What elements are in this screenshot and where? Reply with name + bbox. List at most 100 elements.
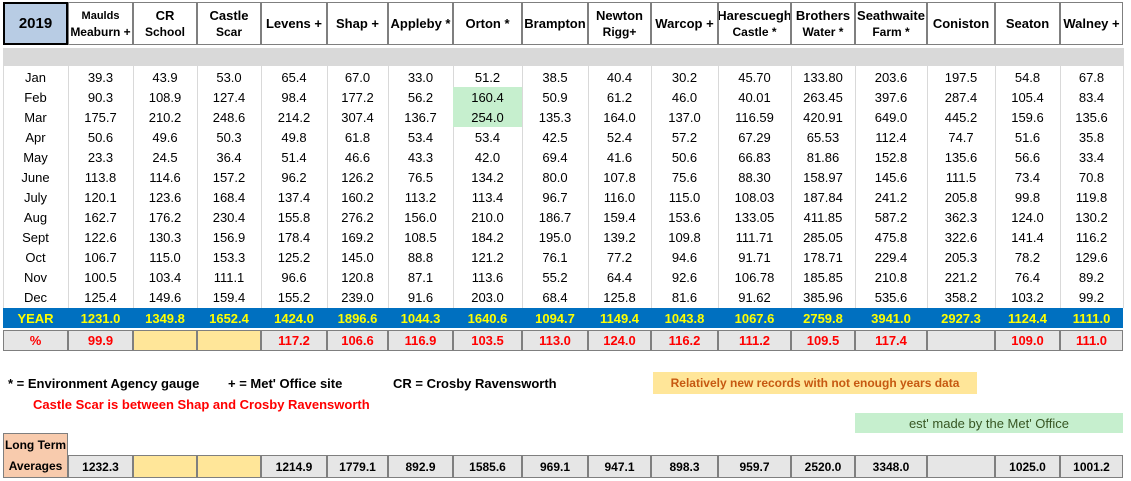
rainfall-cell[interactable]: 195.0 xyxy=(538,229,572,245)
rainfall-cell[interactable]: 94.6 xyxy=(671,249,698,265)
station-header-15[interactable]: Walney + xyxy=(1060,2,1123,45)
rainfall-cell[interactable]: 76.4 xyxy=(1014,269,1041,285)
rainfall-cell[interactable]: 67.8 xyxy=(1078,69,1105,85)
year-header-cell[interactable]: 2019 xyxy=(3,2,68,45)
rainfall-cell[interactable]: 178.71 xyxy=(803,249,843,265)
average-cell[interactable] xyxy=(197,455,261,478)
rainfall-cell[interactable]: 134.2 xyxy=(471,169,504,185)
rainfall-cell[interactable]: 141.4 xyxy=(1011,229,1044,245)
rainfall-cell[interactable]: 96.2 xyxy=(281,169,307,185)
average-cell[interactable] xyxy=(133,455,197,478)
average-cell[interactable]: 947.1 xyxy=(588,455,651,478)
rainfall-cell[interactable]: 136.7 xyxy=(404,109,437,125)
rainfall-cell[interactable]: 263.45 xyxy=(803,89,843,105)
rainfall-cell[interactable]: 53.4 xyxy=(474,129,501,145)
rainfall-cell[interactable]: 248.6 xyxy=(212,109,246,125)
rainfall-cell[interactable]: 130.3 xyxy=(148,229,182,245)
rainfall-cell[interactable]: 61.8 xyxy=(344,129,371,145)
rainfall-cell[interactable]: 91.6 xyxy=(407,289,434,305)
rainfall-cell[interactable]: 46.0 xyxy=(671,89,698,105)
percent-cell[interactable]: 117.4 xyxy=(855,330,927,351)
percent-cell[interactable]: 103.5 xyxy=(453,330,522,351)
rainfall-cell[interactable]: 109.8 xyxy=(668,229,701,245)
rainfall-cell[interactable]: 160.4 xyxy=(453,87,522,107)
rainfall-cell[interactable]: 43.9 xyxy=(152,69,178,85)
rainfall-cell[interactable]: 127.4 xyxy=(212,89,246,105)
rainfall-cell[interactable]: 122.6 xyxy=(84,229,117,245)
rainfall-cell[interactable]: 157.2 xyxy=(212,169,246,185)
rainfall-cell[interactable]: 126.2 xyxy=(341,169,374,185)
rainfall-cell[interactable]: 111.5 xyxy=(945,169,977,185)
rainfall-cell[interactable]: 89.2 xyxy=(1078,269,1105,285)
average-cell[interactable]: 1585.6 xyxy=(453,455,522,478)
rainfall-cell[interactable]: 88.30 xyxy=(738,169,771,185)
percent-cell[interactable]: 116.2 xyxy=(651,330,718,351)
average-cell[interactable]: 959.7 xyxy=(718,455,791,478)
rainfall-cell[interactable]: 88.8 xyxy=(407,249,434,265)
rainfall-cell[interactable]: 168.4 xyxy=(212,189,246,205)
rainfall-cell[interactable]: 125.8 xyxy=(603,289,636,305)
rainfall-cell[interactable]: 92.6 xyxy=(671,269,698,285)
station-header-12[interactable]: Seathwaite Farm * xyxy=(855,2,927,45)
rainfall-cell[interactable]: 152.8 xyxy=(874,149,908,165)
rainfall-cell[interactable]: 75.6 xyxy=(671,169,698,185)
rainfall-cell[interactable]: 68.4 xyxy=(542,289,568,305)
year-total-cell[interactable]: 1231.0 xyxy=(80,310,121,326)
rainfall-cell[interactable]: 96.7 xyxy=(542,189,568,205)
rainfall-cell[interactable]: 125.2 xyxy=(277,249,311,265)
rainfall-cell[interactable]: 67.0 xyxy=(344,69,371,85)
rainfall-cell[interactable]: 133.80 xyxy=(803,69,843,85)
rainfall-cell[interactable]: 99.2 xyxy=(1078,289,1105,305)
rainfall-cell[interactable]: 155.2 xyxy=(277,289,311,305)
rainfall-cell[interactable]: 61.2 xyxy=(606,89,633,105)
rainfall-cell[interactable]: 113.4 xyxy=(471,189,504,205)
rainfall-cell[interactable]: 535.6 xyxy=(874,289,908,305)
average-cell[interactable]: 1025.0 xyxy=(995,455,1060,478)
rainfall-cell[interactable]: 100.5 xyxy=(84,269,117,285)
average-cell[interactable]: 969.1 xyxy=(522,455,588,478)
rainfall-cell[interactable]: 135.3 xyxy=(538,109,572,125)
rainfall-cell[interactable]: 649.0 xyxy=(874,109,908,125)
rainfall-cell[interactable]: 130.2 xyxy=(1075,209,1108,225)
rainfall-cell[interactable]: 203.6 xyxy=(874,69,908,85)
rainfall-cell[interactable]: 129.6 xyxy=(1075,249,1108,265)
average-cell[interactable]: 3348.0 xyxy=(855,455,927,478)
rainfall-cell[interactable]: 74.7 xyxy=(948,129,974,145)
rainfall-cell[interactable]: 69.4 xyxy=(542,149,568,165)
rainfall-cell[interactable]: 113.8 xyxy=(84,169,117,185)
year-total-cell[interactable]: 1043.8 xyxy=(664,310,705,326)
rainfall-cell[interactable]: 186.7 xyxy=(538,209,572,225)
rainfall-cell[interactable]: 106.7 xyxy=(84,249,117,265)
rainfall-cell[interactable]: 135.6 xyxy=(944,149,978,165)
rainfall-cell[interactable]: 54.8 xyxy=(1014,69,1041,85)
rainfall-cell[interactable]: 87.1 xyxy=(407,269,434,285)
rainfall-cell[interactable]: 116.0 xyxy=(603,189,636,205)
rainfall-cell[interactable]: 185.85 xyxy=(803,269,843,285)
rainfall-cell[interactable]: 120.1 xyxy=(84,189,117,205)
rainfall-cell[interactable]: 52.4 xyxy=(606,129,633,145)
rainfall-cell[interactable]: 411.85 xyxy=(803,209,843,225)
rainfall-cell[interactable]: 475.8 xyxy=(874,229,908,245)
rainfall-cell[interactable]: 50.6 xyxy=(671,149,698,165)
station-header-10[interactable]: Harescuegh Castle * xyxy=(718,2,791,45)
rainfall-cell[interactable]: 139.2 xyxy=(603,229,636,245)
rainfall-cell[interactable]: 119.8 xyxy=(1075,189,1108,205)
rainfall-cell[interactable]: 50.6 xyxy=(87,129,114,145)
rainfall-cell[interactable]: 42.0 xyxy=(474,149,501,165)
year-total-cell[interactable]: 2927.3 xyxy=(941,310,981,326)
average-cell[interactable]: 1779.1 xyxy=(327,455,388,478)
rainfall-cell[interactable]: 76.1 xyxy=(542,249,568,265)
rainfall-cell[interactable]: 49.6 xyxy=(152,129,178,145)
rainfall-cell[interactable]: 230.4 xyxy=(212,209,246,225)
rainfall-cell[interactable]: 153.6 xyxy=(668,209,701,225)
rainfall-cell[interactable]: 145.0 xyxy=(341,249,374,265)
rainfall-cell[interactable]: 276.2 xyxy=(341,209,374,225)
percent-cell[interactable] xyxy=(133,330,197,351)
rainfall-cell[interactable]: 169.2 xyxy=(341,229,374,245)
rainfall-cell[interactable]: 156.9 xyxy=(212,229,246,245)
percent-cell[interactable] xyxy=(927,330,995,351)
station-header-5[interactable]: Appleby * xyxy=(388,2,453,45)
rainfall-cell[interactable]: 65.53 xyxy=(806,129,840,145)
year-total-cell[interactable]: 1349.8 xyxy=(145,310,185,326)
rainfall-cell[interactable]: 397.6 xyxy=(874,89,908,105)
